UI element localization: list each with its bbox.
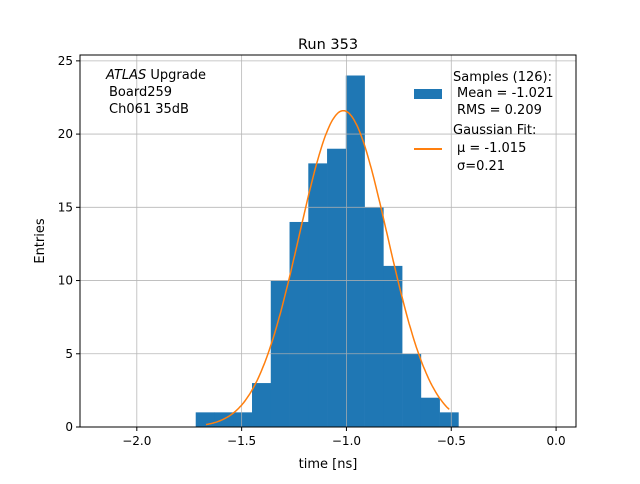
histogram-bar	[308, 163, 328, 427]
legend-fit-title: Gaussian Fit:	[453, 123, 536, 138]
histogram-bar	[420, 397, 440, 427]
histogram-bar	[327, 148, 347, 427]
y-tick-label: 10	[58, 274, 73, 288]
histogram-bar	[233, 412, 253, 427]
histogram-bar	[439, 412, 459, 427]
legend-samples-rms: RMS = 0.209	[457, 103, 542, 118]
x-tick-label: −2.0	[122, 434, 151, 448]
histogram-bar	[195, 412, 215, 427]
chart-title: Run 353	[298, 37, 358, 53]
y-tick-label: 0	[65, 420, 73, 434]
atlas-annotation: ATLAS Upgrade	[105, 68, 206, 83]
ticks: −2.0 −1.5 −1.0 −0.5 0.0 0 5 10 15 20 25	[58, 54, 566, 448]
x-tick-label: −1.0	[332, 434, 361, 448]
y-tick-label: 25	[58, 54, 73, 68]
x-tick-label: −0.5	[437, 434, 466, 448]
histogram-bar	[364, 207, 384, 427]
x-axis-label: time [ns]	[299, 457, 358, 472]
histogram-bar	[345, 75, 365, 427]
histogram-bar	[289, 221, 309, 427]
y-tick-label: 15	[58, 200, 73, 214]
legend: Samples (126): Mean = -1.021 RMS = 0.209…	[414, 70, 553, 174]
histogram-bars	[195, 75, 459, 427]
y-axis-label: Entries	[33, 218, 48, 264]
legend-samples-swatch	[414, 89, 442, 99]
y-tick-label: 5	[65, 347, 73, 361]
histogram-bar	[383, 265, 403, 427]
channel-annotation: Ch061 35dB	[109, 102, 189, 117]
board-annotation: Board259	[109, 85, 172, 100]
legend-fit-mu: μ = -1.015	[457, 141, 526, 156]
x-tick-label: −1.5	[227, 434, 256, 448]
x-tick-label: 0.0	[547, 434, 566, 448]
histogram-bar	[402, 353, 422, 427]
legend-samples-mean: Mean = -1.021	[457, 86, 553, 101]
legend-samples-title: Samples (126):	[453, 70, 552, 85]
histogram-bar	[252, 383, 272, 427]
legend-fit-sigma: σ=0.21	[457, 159, 505, 174]
axes-frame	[79, 54, 577, 428]
gaussian-fit-line	[205, 109, 450, 426]
y-tick-label: 20	[58, 127, 73, 141]
